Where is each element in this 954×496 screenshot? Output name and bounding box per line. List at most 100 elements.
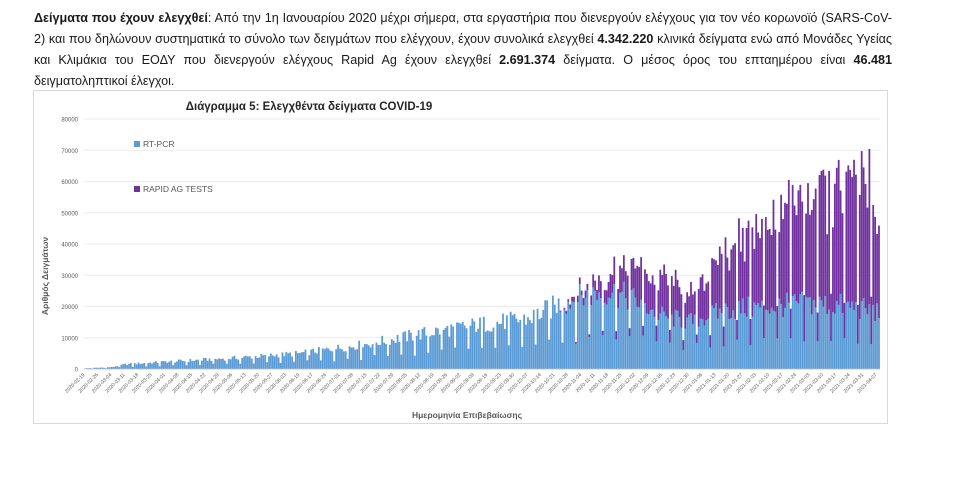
bar-rt-pcr [379,345,382,369]
legend-swatch-rt-pcr [134,141,140,147]
bar-rt-pcr [398,341,401,369]
bar-rapid-ag [709,335,712,348]
clinical-total: 4.342.220 [597,32,654,46]
bar-rapid-ag [672,285,675,327]
bar-rt-pcr [494,347,497,369]
bar-rt-pcr [686,317,689,369]
bar-rt-pcr [350,347,353,369]
bar-rt-pcr [245,355,247,369]
bar-rapid-ag [761,218,763,301]
bar-rt-pcr [609,298,612,369]
bar-rt-pcr [108,367,111,369]
bar-rt-pcr [271,355,274,369]
bar-rapid-ag [878,225,880,319]
bar-rt-pcr [772,310,775,369]
bar-rapid-ag [810,209,813,315]
bar-rt-pcr [193,360,196,369]
bar-rt-pcr [496,321,499,369]
bar-rt-pcr [231,356,234,369]
bar-rapid-ag [868,148,871,305]
bar-rt-pcr [176,361,178,369]
bar-rapid-ag [814,188,817,308]
bar-rt-pcr [542,309,545,369]
bar-rt-pcr [388,344,391,369]
bar-rapid-ag [832,227,834,312]
bar-rt-pcr [676,310,679,369]
bar-rt-pcr [112,366,115,369]
bar-rt-pcr [672,326,675,369]
bar-rt-pcr [872,305,875,369]
bar-rt-pcr [642,335,644,369]
bar-rapid-ag [644,269,646,304]
bar-rt-pcr [720,312,723,369]
bar-rt-pcr [619,292,621,369]
bar-rt-pcr [695,342,698,369]
bar-rt-pcr [613,284,616,369]
bar-rt-pcr [95,367,98,369]
bar-rt-pcr [130,363,132,369]
bar-rt-pcr [377,344,380,369]
bar-rt-pcr [837,304,840,369]
bar-rt-pcr [302,352,305,369]
bar-rt-pcr [394,342,397,369]
bar-rt-pcr [736,339,738,369]
bar-rt-pcr [122,364,125,369]
bar-rt-pcr [256,357,259,369]
bar-rt-pcr [252,363,255,369]
bar-rt-pcr [233,355,236,369]
bar-rapid-ag [669,329,671,343]
bar-rt-pcr [120,364,123,369]
bar-rt-pcr [423,327,426,369]
bar-rapid-ag [682,340,685,350]
bar-rt-pcr [594,290,596,369]
intro-colon: : [207,11,212,25]
bar-rt-pcr [277,357,280,369]
bar-rt-pcr [724,303,727,369]
bar-rapid-ag [720,253,723,313]
bar-rt-pcr [603,302,606,369]
bar-rt-pcr [523,314,526,369]
bar-rt-pcr [674,309,677,369]
bar-rt-pcr [555,313,558,369]
bar-rt-pcr [151,363,153,369]
bar-rt-pcr [222,358,224,369]
bar-rt-pcr [427,352,430,369]
bar-rt-pcr [304,349,307,369]
bar-rt-pcr [743,313,746,369]
bar-rt-pcr [404,331,407,369]
bar-rt-pcr [321,348,324,369]
bar-rt-pcr [185,365,188,369]
bar-rt-pcr [248,356,251,369]
bar-rapid-ag [730,249,733,319]
bar-rt-pcr [197,359,199,369]
bar-rt-pcr [486,330,489,369]
bar-rt-pcr [730,318,733,369]
bar-rt-pcr [830,341,832,369]
legend-label-rapid-ag: RAPID AG TESTS [143,184,213,194]
bar-rt-pcr [367,345,370,369]
bar-rapid-ag [805,213,807,297]
weekly-average: 46.481 [853,53,892,67]
bar-rt-pcr [690,313,692,369]
bar-rt-pcr [264,354,267,369]
bar-rt-pcr [784,307,786,369]
bar-rapid-ag [839,190,842,294]
bar-rt-pcr [452,326,455,369]
bar-rt-pcr [657,320,660,369]
bar-rt-pcr [699,318,702,369]
bar-rt-pcr [164,361,167,369]
bar-rt-pcr [413,355,416,369]
bar-rt-pcr [354,349,357,369]
bar-rt-pcr [216,359,219,369]
bar-rapid-ag [762,305,765,339]
bar-rapid-ag [728,270,731,320]
bar-rt-pcr [722,346,725,369]
bar-rt-pcr [805,296,807,369]
bar-rt-pcr [680,327,683,369]
bar-rapid-ag [676,279,679,311]
bar-rt-pcr [179,359,182,369]
bar-rt-pcr [300,352,303,369]
bar-rt-pcr [870,344,873,369]
bar-rt-pcr [782,317,784,369]
bar-rt-pcr [411,340,414,369]
